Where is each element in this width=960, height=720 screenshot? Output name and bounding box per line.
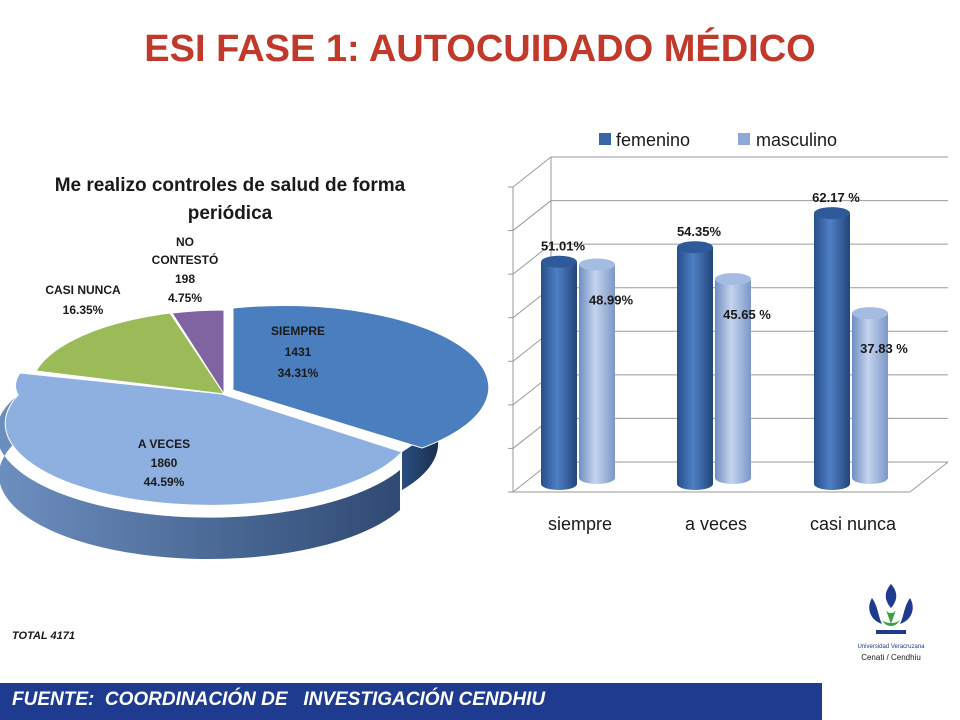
- footer-source: FUENTE: COORDINACIÓN DE INVESTIGACIÓN CE…: [12, 689, 546, 710]
- pie-percent-no-contesto: 4.75%: [168, 291, 202, 305]
- bar-cap-femenino-a-veces: [677, 241, 713, 254]
- logo-text-cenati: Cenati / Cendhiu: [861, 653, 921, 662]
- grid-line-side: [512, 200, 552, 231]
- pie-percent-a-veces: 44.59%: [144, 475, 185, 489]
- grid-line-side: [512, 156, 552, 188]
- pie-label-a-veces: A VECES: [138, 437, 190, 451]
- bar-cap-femenino-casi-nunca: [814, 207, 850, 220]
- pie-slice-a-veces: [4, 372, 403, 506]
- bar-masculino-siempre: [579, 264, 615, 484]
- logo-text-university: Universidad Veracruzana: [857, 644, 925, 650]
- pie-slice-no-contesto: [171, 309, 225, 396]
- bar-femenino-a-veces: [677, 247, 713, 490]
- legend-label-masculino: masculino: [756, 130, 837, 150]
- grid-line-side: [512, 243, 552, 275]
- legend-swatch-masculino: [738, 133, 750, 145]
- bar-cap-masculino-siempre: [579, 258, 615, 271]
- pie-slice-casi-nunca: [35, 312, 226, 395]
- pie-label-casi-nunca: CASI NUNCA: [45, 283, 121, 297]
- bar-cap-masculino-casi-nunca: [852, 307, 888, 320]
- data-label-femenino-a-veces: 54.35%: [677, 224, 722, 239]
- data-label-masculino-siempre: 48.99%: [589, 293, 634, 308]
- data-label-femenino-casi-nunca: 62.17 %: [812, 190, 860, 205]
- bar-cap-masculino-a-veces: [715, 273, 751, 286]
- page-title: ESI FASE 1: AUTOCUIDADO MÉDICO: [144, 28, 816, 70]
- pie-slice-siempre: [232, 304, 490, 449]
- pie-label-no-contesto-1: NO: [176, 235, 194, 249]
- pie-count-siempre: 1431: [285, 345, 312, 359]
- x-tick-siempre: siempre: [548, 514, 612, 534]
- bar-masculino-a-veces: [715, 279, 751, 484]
- footer-bar: FUENTE: COORDINACIÓN DE INVESTIGACIÓN CE…: [0, 683, 822, 720]
- data-label-masculino-a-veces: 45.65 %: [723, 307, 771, 322]
- x-tick-a-veces: a veces: [685, 514, 747, 534]
- logo-emblem-icon: [869, 584, 913, 634]
- bar-femenino-casi-nunca: [814, 213, 850, 490]
- pie-label-siempre: SIEMPRE: [271, 324, 325, 338]
- pie-label-no-contesto-2: CONTESTÓ: [152, 252, 219, 267]
- bar-cap-femenino-siempre: [541, 255, 577, 268]
- university-logo: Universidad Veracruzana Cenati / Cendhiu: [832, 580, 950, 672]
- pie-chart-title: Me realizo controles de salud de forma p…: [54, 175, 406, 224]
- bar-chart-labels: 51.01% 54.35% 62.17 % 48.99% 45.65 % 37.83 %: [541, 190, 908, 356]
- bar-chart-marks: [541, 207, 888, 490]
- x-tick-casi-nunca: casi nunca: [810, 514, 897, 534]
- bar-masculino-casi-nunca: [852, 313, 888, 484]
- data-label-femenino-siempre: 51.01%: [541, 239, 586, 254]
- floor-right-edge: [909, 461, 949, 493]
- legend-swatch-femenino: [599, 133, 611, 145]
- data-label-masculino-casi-nunca: 37.83 %: [860, 341, 908, 356]
- pie-count-a-veces: 1860: [151, 456, 178, 470]
- pie-percent-casi-nunca: 16.35%: [63, 303, 104, 317]
- total-label: TOTAL 4171: [12, 630, 75, 642]
- pie-count-no-contesto: 198: [175, 272, 195, 286]
- pie-side-a-veces: [0, 395, 400, 560]
- bar-femenino-siempre: [541, 261, 577, 490]
- pie-percent-siempre: 34.31%: [278, 366, 319, 380]
- legend-label-femenino: femenino: [616, 130, 690, 150]
